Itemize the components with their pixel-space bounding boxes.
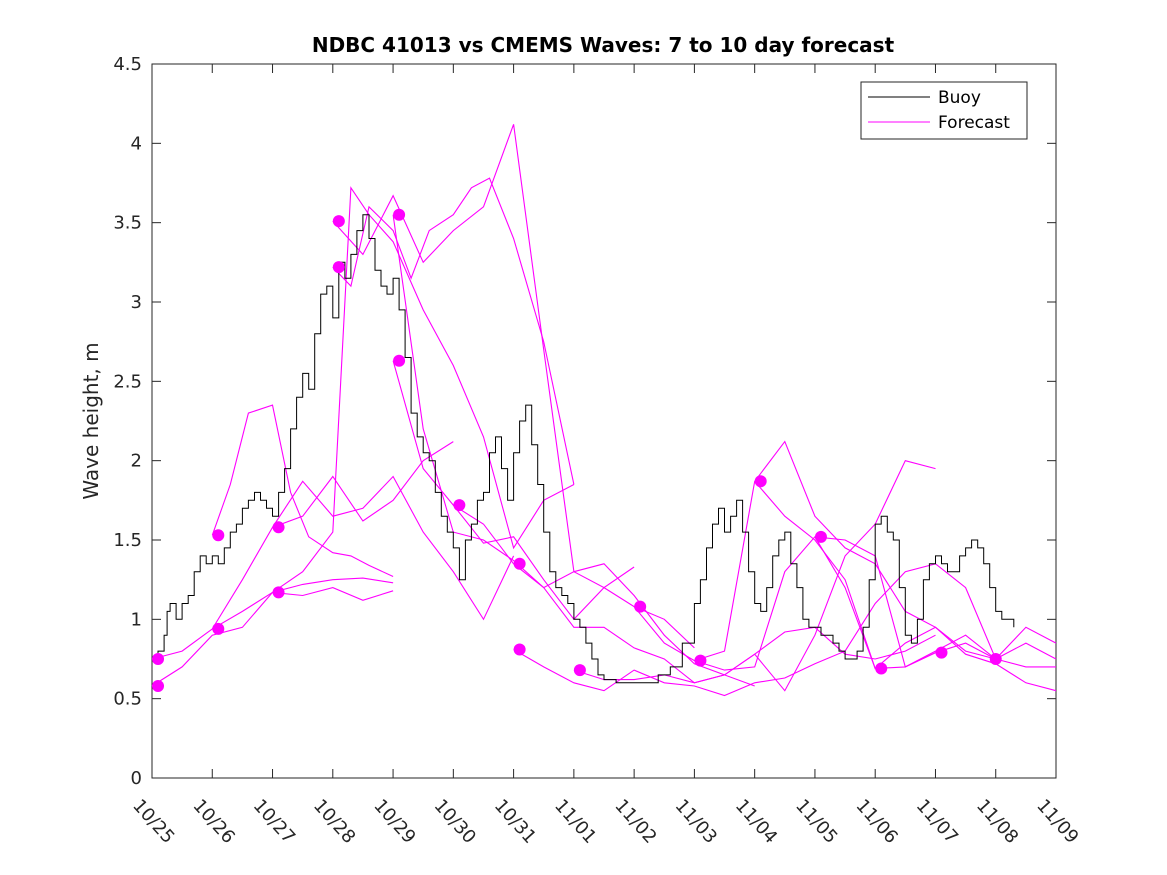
forecast-series-line — [573, 626, 936, 684]
legend-buoy-label: Buoy — [938, 88, 981, 108]
forecast-series-line — [272, 475, 515, 621]
plot-area — [151, 63, 1057, 779]
forecast-marker — [754, 475, 767, 488]
y-axis-label: Wave height, m — [79, 342, 103, 499]
y-tick-label: 3 — [131, 292, 142, 313]
y-tick-label: 2.5 — [113, 371, 142, 392]
forecast-marker — [212, 622, 225, 635]
forecast-marker — [573, 664, 586, 677]
x-tick-label: 11/09 — [1032, 795, 1082, 848]
x-tick-label: 11/05 — [791, 795, 841, 848]
forecast-marker — [393, 354, 406, 367]
chart-title: NDBC 41013 vs CMEMS Waves: 7 to 10 day f… — [312, 33, 895, 57]
y-tick-label: 1 — [131, 609, 142, 630]
forecast-marker — [634, 600, 647, 613]
x-tick-label: 11/04 — [731, 795, 781, 848]
forecast-series-line — [332, 177, 575, 485]
forecast-series-line — [272, 186, 575, 593]
forecast-markers — [152, 208, 1002, 692]
y-axis: 0 0.5 1 1.5 2 2.5 3 3.5 4 4.5 — [113, 54, 1056, 789]
x-tick-label: 10/29 — [369, 795, 419, 848]
y-tick-label: 4 — [131, 133, 142, 154]
y-tick-label: 1.5 — [113, 530, 142, 551]
x-tick-label: 11/02 — [610, 795, 660, 848]
x-tick-label: 10/30 — [430, 795, 480, 848]
x-tick-label: 11/03 — [671, 795, 721, 848]
legend: Buoy Forecast — [860, 81, 1028, 140]
legend-forecast-label: Forecast — [938, 113, 1010, 133]
forecast-marker — [332, 261, 345, 274]
forecast-series-line — [211, 441, 454, 630]
y-tick-label: 4.5 — [113, 54, 142, 75]
y-tick-label: 0.5 — [113, 689, 142, 710]
legend-box — [860, 81, 1028, 140]
forecast-marker — [453, 499, 466, 512]
forecast-marker — [393, 208, 406, 221]
forecast-series-line — [513, 563, 997, 697]
forecast-marker — [513, 557, 526, 570]
forecast-series-line — [754, 480, 1056, 670]
buoy-line-group — [152, 214, 1015, 684]
x-tick-label: 10/27 — [249, 795, 299, 848]
forecast-marker — [212, 529, 225, 542]
forecast-marker — [272, 586, 285, 599]
forecast-marker — [152, 679, 165, 692]
forecast-marker — [272, 521, 285, 534]
forecast-marker — [152, 653, 165, 665]
x-tick-label: 11/06 — [851, 795, 901, 848]
buoy-line — [152, 214, 1015, 684]
y-tick-label: 3.5 — [113, 213, 142, 234]
forecast-marker — [935, 646, 948, 659]
x-tick-label: 10/25 — [128, 795, 178, 848]
x-tick-label: 11/08 — [972, 795, 1022, 848]
y-tick-label: 2 — [131, 451, 142, 472]
forecast-marker — [513, 643, 526, 656]
x-tick-label: 11/07 — [912, 795, 962, 848]
y-tick-label: 0 — [131, 768, 142, 789]
x-tick-label: 10/31 — [490, 795, 540, 848]
forecast-series-line — [211, 404, 394, 577]
forecast-marker — [875, 662, 888, 675]
x-tick-label: 11/01 — [550, 795, 600, 848]
x-tick-label: 10/26 — [189, 795, 239, 848]
forecast-marker — [332, 215, 345, 228]
x-tick-label: 10/28 — [309, 795, 359, 848]
forecast-marker — [814, 530, 827, 543]
forecast-series-line — [332, 124, 635, 589]
forecast-marker — [989, 653, 1002, 665]
forecast-marker — [694, 654, 707, 667]
